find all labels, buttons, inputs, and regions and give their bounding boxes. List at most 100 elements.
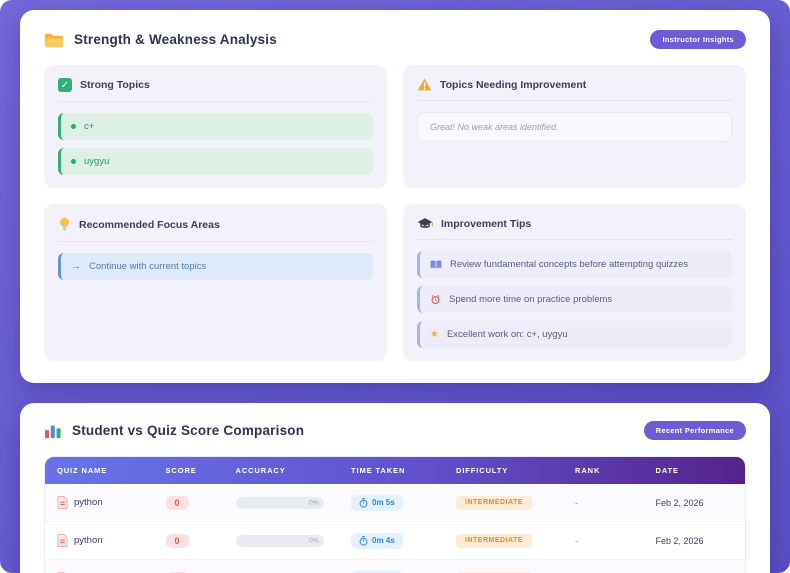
alarm-clock-icon	[430, 294, 441, 305]
quiz-name-label: python	[74, 535, 103, 546]
strong-topics-header: ✓ Strong Topics	[58, 78, 373, 102]
warning-icon	[417, 78, 432, 91]
column-header-accuracy: ACCURACY	[235, 466, 286, 475]
rank-cell: -	[563, 498, 644, 508]
bullet-dot-icon	[71, 124, 76, 129]
difficulty-badge: INTERMEDIATE	[456, 533, 532, 548]
no-weak-areas-message: Great! No weak areas identified.	[417, 112, 732, 142]
strong-topics-title: Strong Topics	[80, 79, 150, 91]
strong-topic-item: c+	[58, 113, 373, 140]
analysis-panel-grid: ✓ Strong Topics c+ uygyu To	[44, 65, 746, 361]
weak-topics-title: Topics Needing Improvement	[440, 78, 587, 91]
analysis-card-header: Strength & Weakness Analysis Instructor …	[44, 30, 746, 49]
focus-area-item: → Continue with current topics	[58, 253, 373, 280]
arrow-right-icon: →	[71, 261, 81, 272]
table-row[interactable]: python 0 0% 0m 5s	[45, 484, 745, 522]
comparison-card-title: Student vs Quiz Score Comparison	[72, 423, 305, 438]
column-header-score: SCORE	[165, 466, 197, 475]
weak-topics-header: Topics Needing Improvement	[417, 78, 732, 101]
rank-label: -	[575, 535, 578, 546]
difficulty-badge: INTERMEDIATE	[456, 495, 532, 510]
improvement-tips-panel: Improvement Tips Review fundamental conc…	[403, 204, 746, 361]
open-folder-icon	[44, 32, 64, 48]
quiz-score-table: QUIZ NAME SCORE ACCURACY TIME TAKEN DIFF…	[44, 456, 746, 573]
date-cell: Feb 2, 2026	[644, 536, 746, 546]
focus-areas-header: Recommended Focus Areas	[58, 217, 373, 242]
time-label: 0m 5s	[372, 498, 395, 507]
tip-item: Spend more time on practice problems	[417, 286, 732, 313]
strong-topic-label: c+	[84, 121, 95, 132]
date-label: Feb 2, 2026	[655, 497, 704, 508]
quiz-name-cell: python	[45, 496, 154, 509]
check-icon: ✓	[58, 78, 72, 92]
column-header-time-taken: TIME TAKEN	[351, 466, 406, 475]
document-icon	[57, 534, 68, 547]
star-icon: ★	[430, 328, 439, 340]
time-taken-cell: 0m 4s	[339, 532, 444, 549]
document-icon	[57, 496, 68, 509]
difficulty-cell: INTERMEDIATE	[444, 495, 563, 510]
improvement-tips-title: Improvement Tips	[441, 217, 532, 230]
column-header-rank: RANK	[575, 466, 601, 475]
bullet-dot-icon	[71, 159, 76, 164]
tip-item: Review fundamental concepts before attem…	[417, 251, 732, 278]
quiz-name-cell: python	[45, 534, 154, 547]
improvement-tips-header: Improvement Tips	[417, 217, 732, 240]
time-taken-cell: 0m 4s	[339, 570, 444, 573]
bulb-icon	[58, 217, 71, 232]
score-badge: 0	[165, 533, 189, 548]
quiz-name-label: python	[74, 497, 103, 508]
tip-label: Review fundamental concepts before attem…	[450, 259, 689, 270]
book-icon	[430, 259, 442, 270]
focus-area-label: Continue with current topics	[89, 261, 207, 272]
table-row[interactable]: python 0 0% 0m 4s	[45, 560, 745, 573]
strong-topics-panel: ✓ Strong Topics c+ uygyu	[44, 65, 387, 188]
time-badge: 0m 4s	[351, 570, 403, 573]
focus-areas-title: Recommended Focus Areas	[79, 218, 220, 231]
tip-label: Spend more time on practice problems	[449, 294, 613, 305]
comparison-card-header: Student vs Quiz Score Comparison Recent …	[44, 421, 746, 440]
score-cell: 0	[154, 533, 224, 548]
rank-cell: -	[563, 536, 644, 546]
timer-icon	[359, 497, 368, 508]
tip-item: ★ Excellent work on: c+, uygyu	[417, 321, 732, 348]
accuracy-cell: 0%	[224, 496, 340, 509]
timer-icon	[359, 535, 368, 546]
accuracy-cell: 0%	[224, 534, 340, 547]
time-badge: 0m 5s	[351, 494, 403, 511]
difficulty-badge: INTERMEDIATE	[456, 571, 532, 573]
accuracy-bar: 0%	[235, 534, 324, 547]
score-cell: 0	[154, 571, 224, 573]
rank-label: -	[575, 497, 578, 508]
bar-chart-icon	[44, 423, 62, 439]
score-comparison-card: Student vs Quiz Score Comparison Recent …	[20, 403, 770, 573]
tip-label: Excellent work on: c+, uygyu	[446, 329, 568, 340]
focus-areas-panel: Recommended Focus Areas → Continue with …	[44, 204, 387, 361]
weak-topics-panel: Topics Needing Improvement Great! No wea…	[403, 65, 746, 188]
instructor-insights-button[interactable]: Instructor Insights	[650, 30, 746, 49]
strength-weakness-card: Strength & Weakness Analysis Instructor …	[20, 10, 770, 383]
accuracy-bar: 0%	[235, 496, 324, 509]
analysis-card-title: Strength & Weakness Analysis	[74, 32, 277, 47]
score-badge: 0	[165, 571, 189, 573]
column-header-date: DATE	[655, 466, 679, 475]
date-cell: Feb 2, 2026	[644, 498, 746, 508]
table-row[interactable]: python 0 0% 0m 4s	[45, 522, 745, 560]
accuracy-percent-label: 0%	[309, 537, 319, 544]
score-cell: 0	[154, 495, 224, 510]
accuracy-percent-label: 0%	[309, 499, 319, 506]
difficulty-cell: INTERMEDIATE	[444, 533, 563, 548]
time-badge: 0m 4s	[351, 532, 403, 549]
graduation-cap-icon	[417, 217, 433, 230]
score-badge: 0	[165, 495, 189, 510]
strong-topic-item: uygyu	[58, 148, 373, 175]
recent-performance-button[interactable]: Recent Performance	[643, 421, 746, 440]
difficulty-cell: INTERMEDIATE	[444, 571, 563, 573]
column-header-quiz-name: QUIZ NAME	[57, 466, 108, 475]
time-label: 0m 4s	[372, 536, 395, 545]
time-taken-cell: 0m 5s	[339, 494, 444, 511]
strong-topic-label: uygyu	[84, 156, 110, 167]
date-label: Feb 2, 2026	[655, 535, 704, 546]
column-header-difficulty: DIFFICULTY	[456, 466, 509, 475]
